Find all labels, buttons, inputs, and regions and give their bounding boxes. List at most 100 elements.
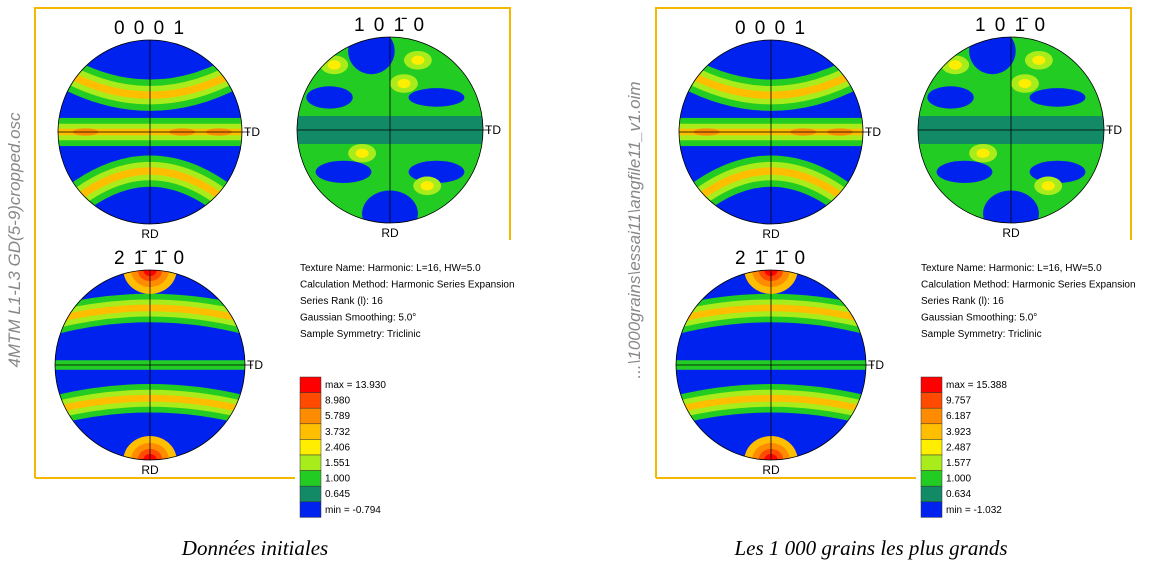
info-line: Series Rank (l): 16 (921, 296, 1004, 307)
pole-label: 0 0 0 1 (114, 18, 186, 39)
info-line: Gaussian Smoothing: 5.0° (921, 313, 1037, 324)
legend-label: 9.757 (946, 396, 971, 407)
legend-swatch (920, 501, 943, 518)
rd-label: RD (141, 463, 159, 477)
rd-label: RD (762, 463, 780, 477)
legend-swatch (920, 423, 943, 440)
rd-label: RD (141, 227, 159, 241)
texture-peak (327, 60, 341, 70)
legend-swatch (299, 501, 322, 518)
texture-pole (143, 270, 157, 276)
texture-pole (764, 270, 778, 276)
texture-peak (1032, 55, 1046, 65)
legend-label: 6.187 (946, 411, 971, 422)
frame (34, 7, 511, 479)
td-label: TD (865, 125, 881, 139)
legend-label: 0.645 (325, 489, 350, 500)
legend-label: 5.789 (325, 411, 350, 422)
legend-label: 1.000 (946, 474, 971, 485)
legend-swatch (299, 407, 322, 425)
legend-label: min = -0.794 (325, 505, 381, 516)
pole-label: 1 0 1̄ 0 (354, 15, 426, 36)
legend-swatch (299, 485, 322, 503)
texture-low (315, 160, 372, 184)
legend-label: 3.732 (325, 427, 350, 438)
legend-swatch (299, 392, 322, 409)
td-label: TD (244, 125, 260, 139)
texture-low (306, 86, 353, 109)
legend-label: max = 15.388 (946, 380, 1007, 391)
legend-label: 1.551 (325, 458, 350, 469)
legend-swatch (920, 439, 943, 456)
td-label: TD (1106, 123, 1122, 137)
texture-low (936, 160, 993, 184)
texture-peak (420, 181, 434, 191)
info-line: Gaussian Smoothing: 5.0° (300, 313, 416, 324)
legend-swatch (299, 454, 322, 471)
legend-swatch (920, 376, 943, 393)
texture-peak (411, 55, 425, 65)
texture-pole (131, 442, 169, 460)
legend-swatch (920, 470, 943, 487)
pole-figure: 0 0 0 1 TD RD (57, 18, 260, 241)
texture-peak (397, 78, 411, 89)
pole-label: 2 1̄ 1̄ 0 (114, 248, 186, 269)
texture-pole (752, 442, 790, 460)
rd-label: RD (1002, 226, 1020, 240)
pole-label: 1 0 1̄ 0 (975, 15, 1047, 36)
td-label: TD (485, 123, 501, 137)
panel: ...\1000grains\essai11\angfile11_v1.oim 0… (625, 7, 1136, 560)
legend-swatch (299, 376, 322, 393)
pole-label: 2 1̄ 1̄ 0 (735, 248, 807, 269)
legend-swatch (920, 392, 943, 409)
side-label: ...\1000grains\essai11\angfile11_v1.oim (625, 81, 644, 378)
legend-label: max = 13.930 (325, 380, 386, 391)
pole-figure: 1 0 1̄ 0 TD RD (296, 15, 501, 240)
pole-figure: 0 0 0 1 TD RD (678, 18, 881, 241)
rd-label: RD (381, 226, 399, 240)
legend-swatch (299, 439, 322, 456)
texture-peak (1041, 181, 1055, 191)
pole-figure: 2 1̄ 1̄ 0 TD RD (675, 248, 884, 477)
texture-low (408, 88, 465, 107)
caption: Les 1 000 grains les plus grands (733, 536, 1007, 560)
info-line: Calculation Method: Harmonic Series Expa… (921, 280, 1136, 291)
info-line: Sample Symmetry: Triclinic (300, 329, 421, 340)
legend-label: 1.577 (946, 458, 971, 469)
side-label: 4MTM L1-L3 GD(5-9)cropped.osc (5, 112, 24, 368)
info-line: Series Rank (l): 16 (300, 296, 383, 307)
info-line: Calculation Method: Harmonic Series Expa… (300, 280, 515, 291)
texture-peak (1018, 78, 1032, 89)
texture-pole (758, 448, 784, 460)
frame (655, 7, 1132, 479)
td-label: TD (868, 358, 884, 372)
texture-low (927, 86, 974, 109)
texture-pole (137, 448, 163, 460)
pole-label: 0 0 0 1 (735, 18, 807, 39)
texture-peak (355, 148, 369, 158)
legend-label: 0.634 (946, 489, 971, 500)
pole-figure: 2 1̄ 1̄ 0 TD RD (54, 248, 263, 477)
legend-swatch (920, 407, 943, 425)
panel: 4MTM L1-L3 GD(5-9)cropped.osc 0 0 0 1 TD RD… (5, 7, 515, 560)
texture-peak (948, 60, 962, 70)
legend-swatch (299, 423, 322, 440)
rd-label: RD (762, 227, 780, 241)
legend-label: 2.406 (325, 442, 350, 453)
legend-swatch (920, 485, 943, 503)
texture-peak (976, 148, 990, 158)
info-line: Texture Name: Harmonic: L=16, HW=5.0 (300, 263, 481, 274)
legend-label: min = -1.032 (946, 505, 1002, 516)
info-line: Sample Symmetry: Triclinic (921, 329, 1042, 340)
texture-low (1029, 88, 1086, 107)
legend-swatch (299, 470, 322, 487)
info-line: Texture Name: Harmonic: L=16, HW=5.0 (921, 263, 1102, 274)
td-label: TD (247, 358, 263, 372)
pole-figure: 1 0 1̄ 0 TD RD (917, 15, 1122, 240)
legend-label: 8.980 (325, 396, 350, 407)
legend-swatch (920, 454, 943, 471)
legend-label: 3.923 (946, 427, 971, 438)
legend-label: 1.000 (325, 474, 350, 485)
caption: Données initiales (181, 536, 328, 560)
